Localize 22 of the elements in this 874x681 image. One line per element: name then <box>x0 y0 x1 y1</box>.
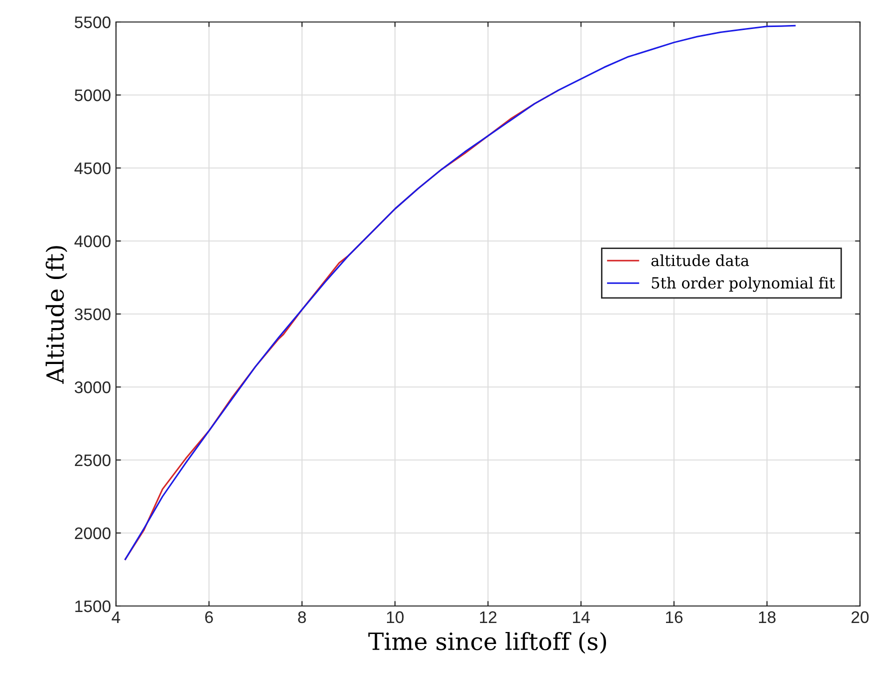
legend-label: altitude data <box>651 254 749 266</box>
x-axis-title: Time since liftoff (s) <box>368 632 606 654</box>
y-tick-label: 4000 <box>74 235 110 248</box>
y-tick-label: 1500 <box>75 600 110 612</box>
y-tick-label: 3500 <box>74 308 110 320</box>
x-tick-label: 4 <box>112 611 120 623</box>
y-tick-label: 2500 <box>74 454 110 466</box>
x-tick-label: 12 <box>480 611 496 623</box>
y-tick-label: 2000 <box>74 527 110 540</box>
x-tick-label: 10 <box>387 611 404 624</box>
x-tick-label: 14 <box>573 611 590 623</box>
x-tick-label: 20 <box>852 611 869 624</box>
x-tick-label: 6 <box>205 611 213 624</box>
y-axis-title: Altitude (ft) <box>46 246 68 384</box>
y-tick-label: 4500 <box>74 162 110 174</box>
y-tick-label: 3000 <box>74 381 110 394</box>
legend-label: 5th order polynomial fit <box>652 276 835 292</box>
x-tick-label: 18 <box>759 611 776 624</box>
x-tick-label: 8 <box>298 611 306 624</box>
y-tick-label: 5500 <box>74 16 110 28</box>
x-tick-label: 16 <box>666 611 683 624</box>
y-tick-label: 5000 <box>74 89 110 102</box>
